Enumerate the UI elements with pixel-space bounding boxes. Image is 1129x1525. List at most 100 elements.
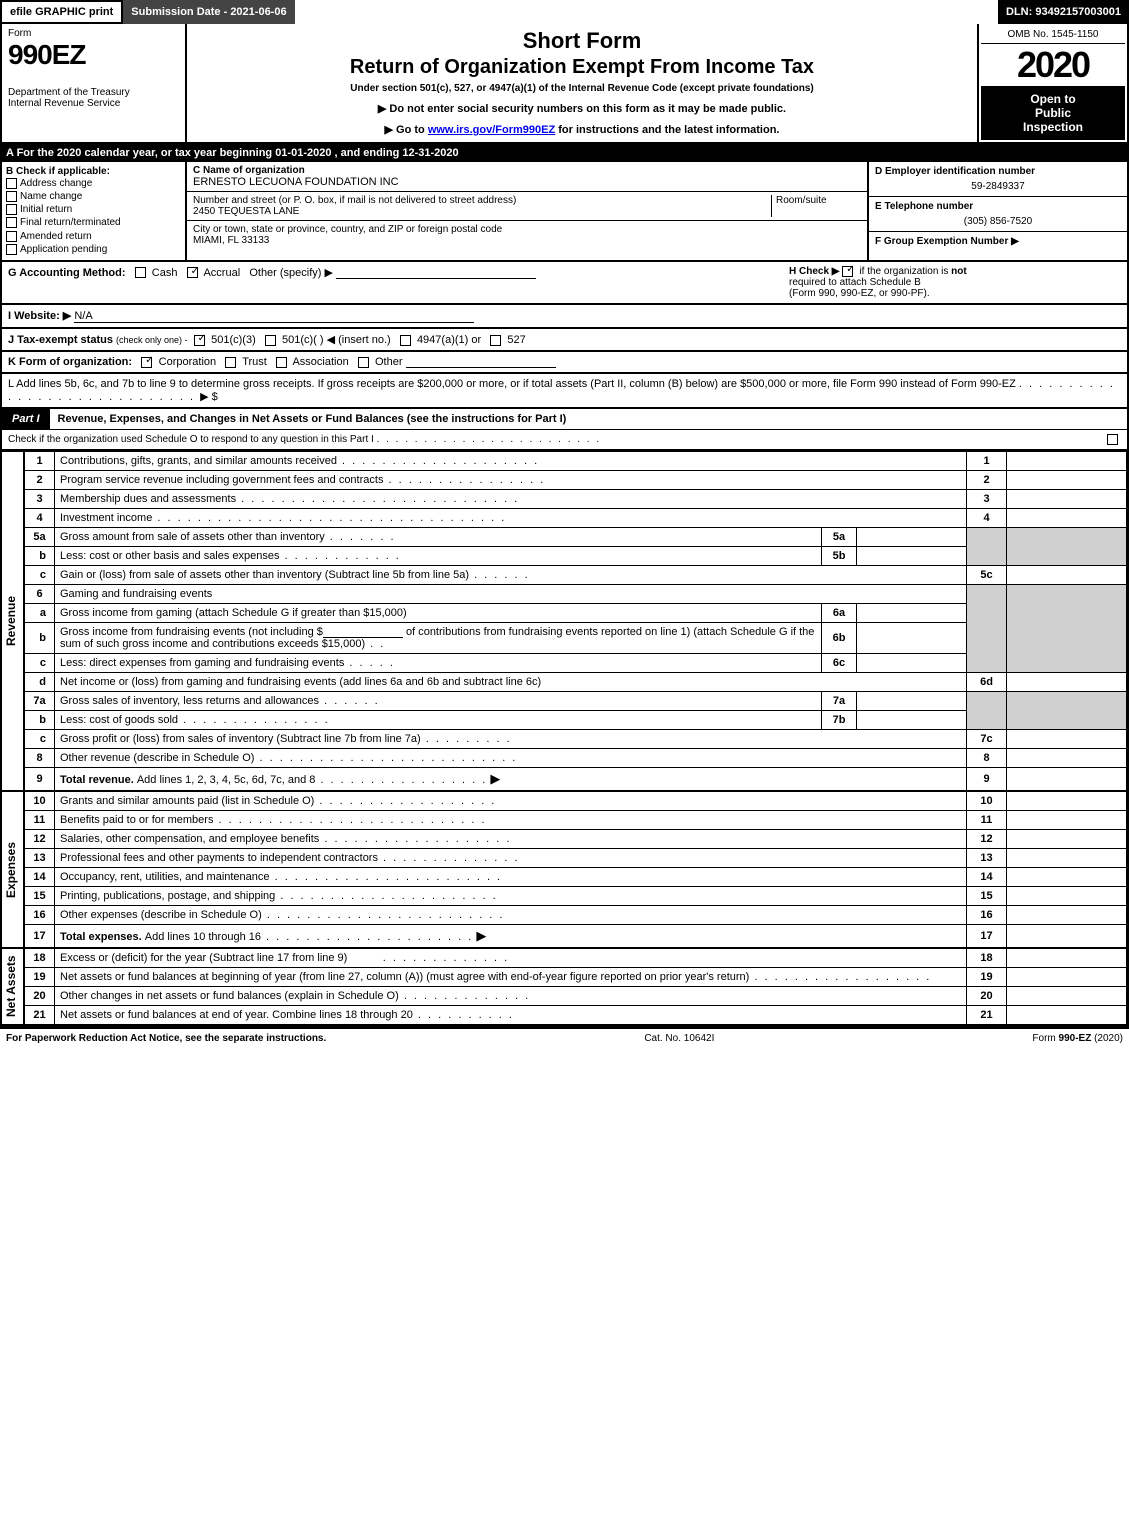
- checkbox-icon[interactable]: [6, 217, 17, 228]
- checkbox-icon[interactable]: [6, 191, 17, 202]
- line-text: Investment income: [60, 512, 152, 524]
- line-15: 15Printing, publications, postage, and s…: [25, 886, 1127, 905]
- checkbox-icon[interactable]: [1107, 434, 1118, 445]
- omb-number: OMB No. 1545-1150: [981, 26, 1125, 44]
- checkbox-icon[interactable]: [276, 357, 287, 368]
- box-b: B Check if applicable: Address change Na…: [2, 162, 187, 260]
- city-value: MIAMI, FL 33133: [193, 235, 861, 246]
- k-corp: Corporation: [159, 356, 216, 368]
- checkbox-icon[interactable]: [6, 231, 17, 242]
- checkbox-icon[interactable]: [135, 267, 146, 278]
- line-8: 8Other revenue (describe in Schedule O) …: [25, 748, 1127, 767]
- check-application-pending[interactable]: Application pending: [6, 243, 181, 256]
- row-g-h: G Accounting Method: Cash Accrual Other …: [0, 262, 1129, 305]
- e-label: E Telephone number: [875, 201, 1121, 212]
- line-text: Add lines 10 through 16: [145, 931, 261, 943]
- line-12: 12Salaries, other compensation, and empl…: [25, 829, 1127, 848]
- instruct-goto: ▶ Go to www.irs.gov/Form990EZ for instru…: [197, 123, 967, 136]
- line-1: 1Contributions, gifts, grants, and simil…: [25, 451, 1127, 470]
- part-i-label: Part I: [2, 409, 50, 429]
- j-527: 527: [507, 334, 525, 346]
- header-right: OMB No. 1545-1150 2020 Open to Public In…: [977, 24, 1127, 142]
- footer-right-post: (2020): [1091, 1033, 1123, 1044]
- side-label-net-assets: Net Assets: [2, 948, 24, 1025]
- line-3: 3Membership dues and assessments . . . .…: [25, 489, 1127, 508]
- check-label: Amended return: [20, 231, 92, 242]
- line-text: Less: direct expenses from gaming and fu…: [60, 657, 344, 669]
- line-7c: cGross profit or (loss) from sales of in…: [25, 729, 1127, 748]
- dept-treasury: Department of the Treasury: [8, 87, 179, 98]
- check-final-return[interactable]: Final return/terminated: [6, 216, 181, 229]
- g-other: Other (specify) ▶: [249, 267, 333, 279]
- check-name-change[interactable]: Name change: [6, 190, 181, 203]
- efile-print-label[interactable]: efile GRAPHIC print: [0, 0, 123, 24]
- checkbox-icon[interactable]: [490, 335, 501, 346]
- k-other: Other: [375, 356, 403, 368]
- check-label: Initial return: [20, 204, 72, 215]
- check-initial-return[interactable]: Initial return: [6, 203, 181, 216]
- line-text: Salaries, other compensation, and employ…: [60, 833, 319, 845]
- header-center: Short Form Return of Organization Exempt…: [187, 24, 977, 142]
- j-501c: 501(c)( ): [282, 334, 324, 346]
- check-address-change[interactable]: Address change: [6, 177, 181, 190]
- line-text: Gross sales of inventory, less returns a…: [60, 695, 319, 707]
- line-text: Gross profit or (loss) from sales of inv…: [60, 733, 421, 745]
- line-6a: aGross income from gaming (attach Schedu…: [25, 603, 1127, 622]
- checkbox-icon[interactable]: [6, 244, 17, 255]
- j-label: J Tax-exempt status: [8, 334, 113, 346]
- form-label: Form: [8, 28, 179, 39]
- form-header: Form 990EZ Department of the Treasury In…: [0, 24, 1129, 144]
- line-text: Grants and similar amounts paid (list in…: [60, 795, 314, 807]
- line-14: 14Occupancy, rent, utilities, and mainte…: [25, 867, 1127, 886]
- line-text: Net assets or fund balances at end of ye…: [60, 1009, 413, 1021]
- line-6c: cLess: direct expenses from gaming and f…: [25, 653, 1127, 672]
- checkbox-icon[interactable]: [265, 335, 276, 346]
- line-text: Gain or (loss) from sale of assets other…: [60, 569, 469, 581]
- check-label: Application pending: [20, 244, 107, 255]
- org-name-row: C Name of organization ERNESTO LECUONA F…: [187, 162, 867, 192]
- k-assoc: Association: [292, 356, 348, 368]
- irs-link[interactable]: www.irs.gov/Form990EZ: [428, 124, 555, 136]
- line-text: Net assets or fund balances at beginning…: [60, 971, 749, 983]
- line-2: 2Program service revenue including gover…: [25, 470, 1127, 489]
- line-13: 13Professional fees and other payments t…: [25, 848, 1127, 867]
- checkbox-icon[interactable]: [358, 357, 369, 368]
- org-name: ERNESTO LECUONA FOUNDATION INC: [193, 176, 861, 188]
- title-short-form: Short Form: [197, 28, 967, 54]
- j-4947: 4947(a)(1) or: [417, 334, 481, 346]
- checkbox-icon[interactable]: [6, 178, 17, 189]
- checkbox-icon[interactable]: [400, 335, 411, 346]
- check-label: Address change: [20, 178, 92, 189]
- submission-date: Submission Date - 2021-06-06: [123, 0, 296, 24]
- checkbox-icon[interactable]: [225, 357, 236, 368]
- line-text: Other revenue (describe in Schedule O): [60, 752, 254, 764]
- arrow-icon: ▶: [490, 771, 500, 786]
- box-f: F Group Exemption Number ▶: [869, 232, 1127, 251]
- g-other-field[interactable]: [336, 267, 536, 279]
- line-6d: dNet income or (loss) from gaming and fu…: [25, 672, 1127, 691]
- l-arrow: ▶ $: [200, 391, 218, 403]
- footer-left: For Paperwork Reduction Act Notice, see …: [6, 1033, 326, 1044]
- k-other-field[interactable]: [406, 356, 556, 368]
- open-to-public: Open to Public Inspection: [981, 86, 1125, 140]
- h-text2: required to attach Schedule B: [789, 277, 921, 288]
- dept-irs: Internal Revenue Service: [8, 98, 179, 109]
- addr-value: 2450 TEQUESTA LANE: [193, 206, 771, 217]
- part-i-check: Check if the organization used Schedule …: [2, 429, 1127, 449]
- goto-post: for instructions and the latest informat…: [555, 124, 779, 136]
- box-d: D Employer identification number 59-2849…: [869, 162, 1127, 197]
- line-text: Excess or (deficit) for the year (Subtra…: [60, 952, 347, 964]
- line-9: 9Total revenue. Add lines 1, 2, 3, 4, 5c…: [25, 767, 1127, 790]
- ein-value: 59-2849337: [875, 181, 1121, 192]
- row-l: L Add lines 5b, 6c, and 7b to line 9 to …: [0, 374, 1129, 409]
- form-number: 990EZ: [8, 39, 179, 71]
- box-e: E Telephone number (305) 856-7520: [869, 197, 1127, 232]
- line-7a: 7aGross sales of inventory, less returns…: [25, 691, 1127, 710]
- g-accrual: Accrual: [203, 267, 240, 279]
- line-text: Gaming and fundraising events: [55, 584, 967, 603]
- contrib-amount-field[interactable]: [323, 626, 403, 638]
- c-label: C Name of organization: [193, 165, 861, 176]
- line-17: 17Total expenses. Add lines 10 through 1…: [25, 924, 1127, 947]
- checkbox-icon[interactable]: [6, 204, 17, 215]
- check-amended-return[interactable]: Amended return: [6, 230, 181, 243]
